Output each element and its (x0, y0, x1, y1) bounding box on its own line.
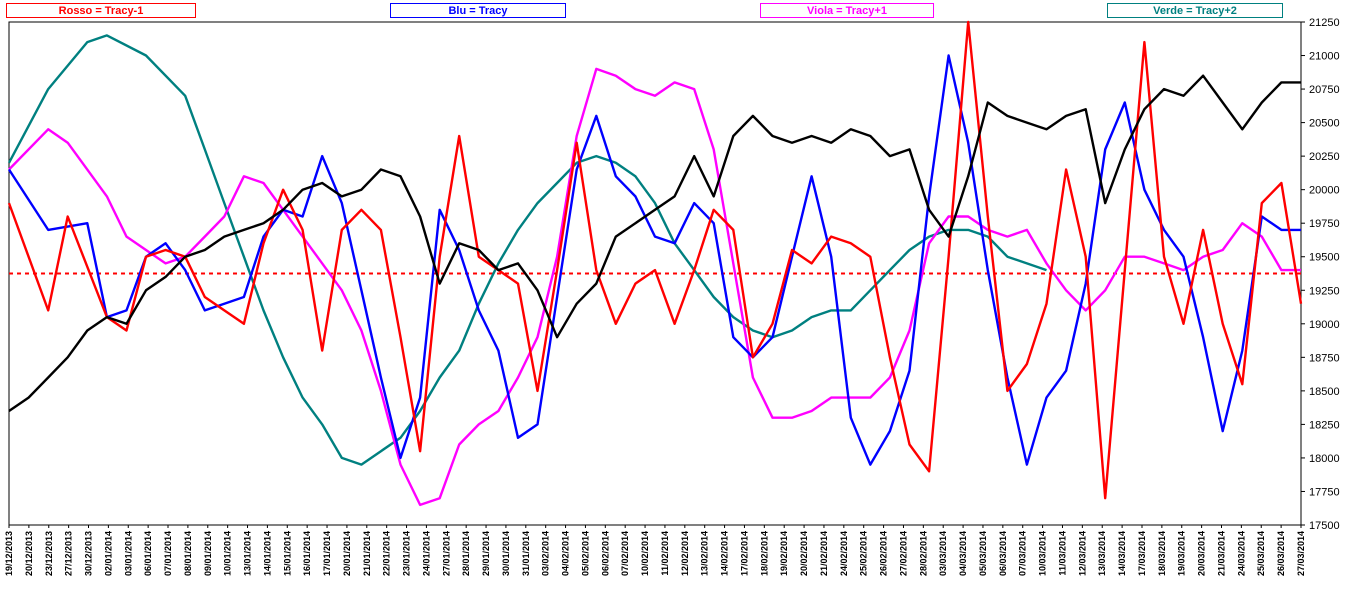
x-tick-label: 03/02/2014 (541, 531, 551, 576)
x-tick-label: 25/02/2014 (859, 531, 869, 576)
x-tick-label: 20/03/2014 (1197, 531, 1207, 576)
y-tick-label: 17500 (1309, 520, 1340, 532)
x-tick-label: 21/03/2014 (1216, 531, 1226, 576)
series-line-3 (8, 67, 1301, 507)
x-tick-label: 23/12/2013 (44, 531, 54, 576)
x-tick-label: 02/01/2014 (103, 531, 113, 576)
x-tick-label: 19/03/2014 (1177, 531, 1187, 576)
legend-item-rosso: Rosso = Tracy-1 (6, 3, 196, 18)
x-tick-label: 24/01/2014 (421, 531, 431, 576)
series-line-0 (8, 74, 1301, 412)
x-tick-label: 14/02/2014 (720, 531, 730, 576)
y-tick-label: 17750 (1309, 486, 1340, 498)
x-tick-label: 07/01/2014 (163, 531, 173, 576)
series-line-1 (7, 20, 1303, 500)
x-tick-label: 22/01/2014 (382, 531, 392, 576)
x-tick-label: 26/02/2014 (879, 531, 889, 576)
x-tick-label: 12/03/2014 (1077, 531, 1087, 576)
x-tick-label: 20/02/2014 (799, 531, 809, 576)
x-tick-label: 29/01/2014 (481, 531, 491, 576)
y-tick-label: 19250 (1309, 285, 1340, 297)
x-tick-label: 05/03/2014 (978, 531, 988, 576)
x-tick-label: 21/01/2014 (362, 531, 372, 576)
x-tick-label: 24/02/2014 (839, 531, 849, 576)
x-tick-label: 27/03/2014 (1296, 531, 1306, 576)
y-tick-label: 20500 (1309, 118, 1340, 130)
y-tick-label: 20250 (1309, 151, 1340, 163)
series-line-4 (7, 34, 1047, 466)
x-tick-label: 23/01/2014 (402, 531, 412, 576)
x-tick-label: 13/03/2014 (1097, 531, 1107, 576)
x-tick-label: 27/02/2014 (898, 531, 908, 576)
x-tick-label: 06/01/2014 (143, 531, 153, 576)
series-line-2 (7, 54, 1301, 466)
x-tick-label: 04/02/2014 (561, 531, 571, 576)
y-tick-label: 18250 (1309, 419, 1340, 431)
x-tick-label: 30/12/2013 (84, 531, 94, 576)
x-tick-label: 15/01/2014 (282, 531, 292, 576)
x-tick-label: 17/03/2014 (1137, 531, 1147, 576)
x-tick-label: 26/03/2014 (1276, 531, 1286, 576)
y-tick-label: 18500 (1309, 386, 1340, 398)
x-tick-label: 08/01/2014 (183, 531, 193, 576)
x-tick-label: 05/02/2014 (580, 531, 590, 576)
legend-item-blu: Blu = Tracy (390, 3, 566, 18)
x-tick-label: 06/03/2014 (998, 531, 1008, 576)
x-tick-label: 04/03/2014 (958, 531, 968, 576)
x-tick-label: 19/12/2013 (4, 531, 14, 576)
x-tick-label: 06/02/2014 (600, 531, 610, 576)
x-tick-label: 18/02/2014 (759, 531, 769, 576)
x-tick-label: 07/02/2014 (620, 531, 630, 576)
y-tick-label: 19500 (1309, 252, 1340, 264)
x-tick-label: 16/01/2014 (302, 531, 312, 576)
legend-item-viola: Viola = Tracy+1 (760, 3, 934, 18)
x-tick-label: 10/02/2014 (640, 531, 650, 576)
y-tick-label: 21000 (1309, 51, 1340, 63)
x-tick-label: 25/03/2014 (1256, 531, 1266, 576)
y-tick-label: 19750 (1309, 218, 1340, 230)
x-tick-label: 28/02/2014 (918, 531, 928, 576)
x-tick-label: 31/01/2014 (521, 531, 531, 576)
y-tick-label: 18000 (1309, 453, 1340, 465)
x-tick-label: 30/01/2014 (501, 531, 511, 576)
x-tick-label: 17/01/2014 (322, 531, 332, 576)
x-tick-label: 13/01/2014 (243, 531, 253, 576)
x-tick-label: 11/03/2014 (1057, 531, 1067, 576)
y-tick-label: 20750 (1309, 84, 1340, 96)
x-tick-label: 24/03/2014 (1236, 531, 1246, 576)
x-tick-label: 10/03/2014 (1038, 531, 1048, 576)
y-tick-label: 18750 (1309, 352, 1340, 364)
x-tick-label: 27/01/2014 (441, 531, 451, 576)
x-tick-label: 14/03/2014 (1117, 531, 1127, 576)
x-tick-label: 28/01/2014 (461, 531, 471, 576)
x-tick-label: 27/12/2013 (64, 531, 74, 576)
x-tick-label: 10/01/2014 (223, 531, 233, 576)
x-tick-label: 14/01/2014 (262, 531, 272, 576)
y-tick-label: 20000 (1309, 185, 1340, 197)
x-tick-label: 17/02/2014 (739, 531, 749, 576)
x-tick-label: 12/02/2014 (680, 531, 690, 576)
x-tick-label: 21/02/2014 (819, 531, 829, 576)
y-tick-label: 21250 (1309, 17, 1340, 29)
legend-item-verde: Verde = Tracy+2 (1107, 3, 1283, 18)
x-tick-label: 13/02/2014 (700, 531, 710, 576)
x-tick-label: 11/02/2014 (660, 531, 670, 576)
x-tick-label: 19/02/2014 (779, 531, 789, 576)
x-tick-label: 18/03/2014 (1157, 531, 1167, 576)
x-tick-label: 07/03/2014 (1018, 531, 1028, 576)
x-tick-label: 20/01/2014 (342, 531, 352, 576)
x-tick-label: 09/01/2014 (203, 531, 213, 576)
x-tick-label: 20/12/2013 (24, 531, 34, 576)
x-tick-label: 03/03/2014 (938, 531, 948, 576)
x-tick-label: 03/01/2014 (123, 531, 133, 576)
y-tick-label: 19000 (1309, 319, 1340, 331)
